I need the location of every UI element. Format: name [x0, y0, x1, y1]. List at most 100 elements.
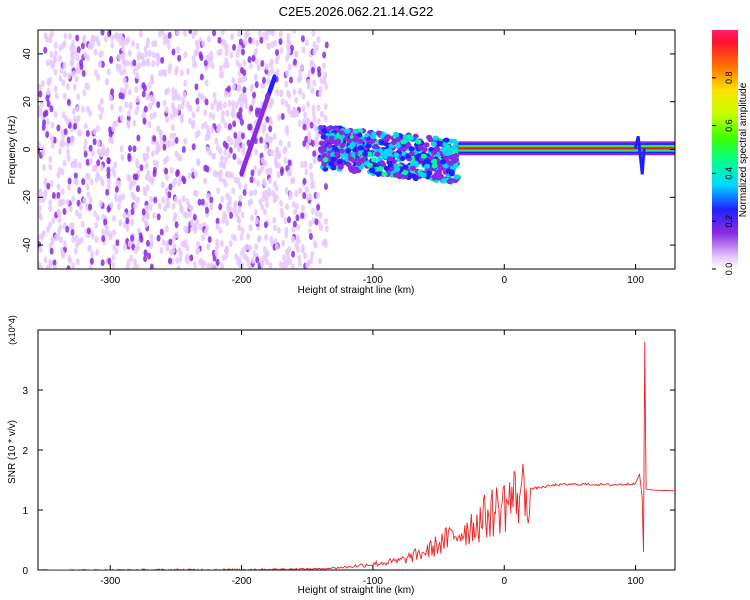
heatmap-cell: [122, 243, 127, 251]
heatmap-cell: [223, 148, 228, 156]
heatmap-cell: [145, 239, 150, 247]
heatmap-cell: [263, 221, 268, 229]
heatmap-cell: [62, 92, 67, 100]
heatmap-cell: [231, 187, 236, 195]
heatmap-cell: [152, 212, 157, 220]
heatmap-cell: [279, 199, 284, 207]
heatmap-cell: [453, 149, 460, 155]
heatmap-cell: [424, 158, 431, 164]
heatmap-cell: [248, 62, 253, 70]
heatmap-cell: [56, 183, 61, 191]
heatmap-cell: [287, 169, 292, 177]
heatmap-cell: [71, 195, 76, 203]
heatmap-cell: [272, 74, 277, 82]
heatmap-cell: [210, 264, 215, 269]
heatmap-cell: [71, 262, 76, 269]
heatmap-cell: [83, 122, 88, 130]
heatmap-cell: [95, 35, 100, 43]
heatmap-cell: [265, 116, 270, 124]
heatmap-cell: [195, 44, 200, 52]
heatmap-cell: [233, 131, 238, 139]
top-x-tick-label: -200: [232, 275, 252, 286]
heatmap-cell: [147, 82, 152, 90]
heatmap-cell: [383, 165, 390, 171]
heatmap-cell: [138, 30, 143, 38]
heatmap-cell: [322, 157, 329, 163]
heatmap-cell: [169, 166, 174, 174]
heatmap-cell: [248, 224, 253, 232]
heatmap-cell: [190, 121, 195, 129]
heatmap-cell: [302, 118, 307, 126]
heatmap-cell: [211, 113, 216, 121]
heatmap-cell: [66, 183, 71, 191]
heatmap-cell: [88, 157, 93, 165]
heatmap-cell: [188, 104, 193, 112]
heatmap-cell: [330, 156, 337, 162]
heatmap-cell: [205, 54, 210, 62]
heatmap-cell: [136, 53, 141, 61]
top-x-tick-label: -100: [363, 275, 383, 286]
heatmap-cell: [177, 54, 182, 62]
heatmap-cell: [277, 114, 282, 122]
heatmap-cell: [271, 189, 276, 197]
heatmap-cell: [268, 262, 273, 269]
heatmap-cell: [106, 157, 111, 165]
heatmap-cell: [184, 211, 189, 219]
heatmap-cell: [337, 164, 344, 170]
heatmap-cell: [265, 168, 270, 176]
heatmap-cell: [254, 81, 259, 89]
heatmap-cell: [77, 186, 82, 194]
heatmap-cell: [171, 203, 176, 211]
heatmap-cell: [215, 144, 220, 152]
heatmap-cell: [117, 196, 122, 204]
heatmap-cell: [173, 196, 178, 204]
heatmap-cell: [82, 144, 87, 152]
heatmap-cell: [112, 229, 117, 237]
heatmap-cell: [70, 228, 75, 236]
heatmap-cell: [434, 146, 441, 153]
heatmap-cell: [321, 161, 328, 167]
heatmap-cell: [288, 193, 293, 201]
heatmap-cell: [408, 150, 415, 157]
heatmap-cell: [178, 256, 183, 264]
heatmap-cell: [96, 159, 101, 167]
heatmap-cell: [399, 155, 406, 162]
heatmap-cell: [59, 67, 64, 75]
heatmap-cell: [295, 203, 300, 211]
heatmap-cell: [408, 146, 415, 152]
colorbar-scale: [712, 30, 738, 269]
heatmap-cell: [86, 173, 91, 181]
heatmap-cell: [40, 80, 45, 88]
heatmap-cell: [57, 147, 62, 155]
heatmap-cell: [435, 169, 442, 175]
colorbar-label: Normalized spectral amplitude: [738, 82, 749, 217]
heatmap-cell: [323, 217, 328, 225]
heatmap-cell: [132, 258, 137, 266]
heatmap-cell: [38, 83, 42, 91]
heatmap-cell: [185, 244, 190, 252]
heatmap-cell: [229, 51, 234, 59]
heatmap-cell: [111, 261, 116, 269]
heatmap-cell: [216, 101, 221, 109]
heatmap-cell: [320, 147, 327, 153]
heatmap-cell: [173, 211, 178, 219]
heatmap-cell: [80, 220, 85, 228]
heatmap-cell: [319, 110, 324, 118]
colorbar-tick-label: 0.2: [724, 215, 734, 228]
heatmap-cell: [43, 256, 48, 264]
heatmap-cell: [268, 136, 273, 144]
heatmap-cell: [423, 142, 430, 148]
heatmap-cell: [114, 185, 119, 193]
heatmap-cell: [312, 157, 317, 165]
heatmap-cell: [232, 43, 237, 51]
heatmap-cell: [118, 92, 123, 100]
heatmap-cell: [120, 44, 125, 52]
heatmap-cell: [38, 147, 41, 155]
heatmap-cell: [216, 187, 221, 195]
heatmap-cell: [42, 119, 47, 127]
heatmap-cell: [143, 255, 148, 263]
heatmap-cell: [312, 115, 317, 123]
top-x-axis: -300 -200 -100 0 100: [100, 30, 644, 286]
heatmap-cell: [276, 171, 281, 179]
heatmap-cell: [62, 40, 67, 48]
